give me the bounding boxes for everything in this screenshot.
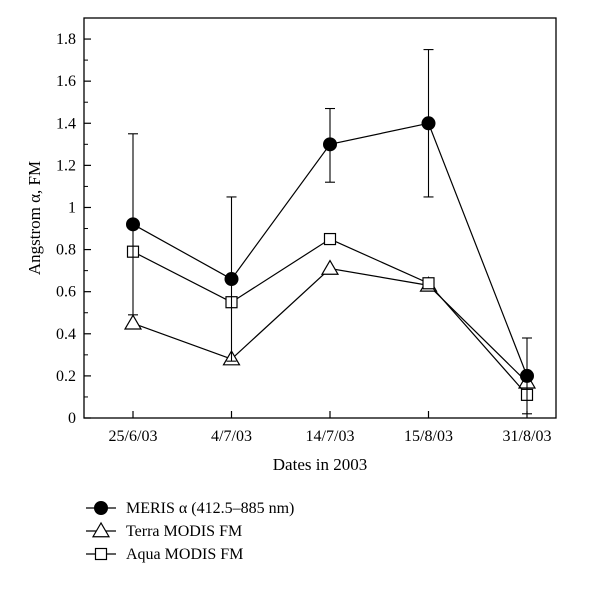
legend-marker [91, 521, 111, 538]
x-tick-label: 14/7/03 [306, 428, 355, 445]
data-point [421, 116, 436, 131]
series-line [132, 267, 528, 383]
series-layer [123, 49, 537, 415]
series-open-triangle [123, 259, 537, 389]
legend-marker [94, 547, 108, 561]
data-point [323, 137, 337, 152]
data-point [422, 277, 435, 290]
y-axis-ticks: 0 0.2 0.4 0.6 0.8 1 1.2 1.4 1.6 1.8 [56, 31, 91, 427]
y-tick-label: 1.8 [56, 31, 76, 48]
y-tick-label: 1.4 [56, 115, 76, 132]
data-point [520, 368, 534, 383]
legend-marker [94, 501, 108, 515]
x-axis-label: Dates in 2003 [273, 455, 367, 474]
y-tick-label: 1.6 [56, 73, 76, 90]
y-axis-label: Angstrom α, FM [25, 161, 44, 275]
y-tick-label: 1 [68, 199, 76, 216]
y-tick-label: 0 [68, 410, 76, 427]
y-tick-label: 1.2 [56, 157, 76, 174]
plot-border [83, 17, 557, 419]
data-point [323, 232, 337, 246]
x-tick-label: 15/8/03 [404, 428, 453, 445]
data-point [123, 314, 143, 330]
data-point [320, 259, 340, 275]
legend: MERIS α (412.5–885 nm) Terra MODIS FM Aqua… [86, 500, 294, 563]
legend-item: Terra MODIS FM [86, 521, 242, 540]
y-tick-label: 0.4 [56, 326, 76, 343]
data-point [224, 272, 239, 287]
legend-item: Aqua MODIS FM [86, 546, 243, 563]
x-tick-label: 25/6/03 [109, 428, 158, 445]
series-open-square [126, 232, 534, 401]
series-filled-circle [126, 49, 534, 415]
legend-item: MERIS α (412.5–885 nm) [86, 500, 294, 517]
x-tick-label: 31/8/03 [503, 428, 552, 445]
y-tick-label: 0.6 [56, 284, 76, 301]
y-tick-label: 0.8 [56, 242, 76, 259]
legend-label: Aqua MODIS FM [126, 546, 243, 563]
plot-frame [83, 17, 557, 419]
y-tick-label: 0.2 [56, 368, 76, 385]
x-tick-label: 4/7/03 [211, 428, 252, 445]
x-axis-ticks: 25/6/03 4/7/03 14/7/03 15/8/03 31/8/03 [109, 411, 552, 445]
legend-label: Terra MODIS FM [126, 523, 242, 540]
data-point [126, 217, 140, 232]
legend-label: MERIS α (412.5–885 nm) [126, 500, 294, 517]
